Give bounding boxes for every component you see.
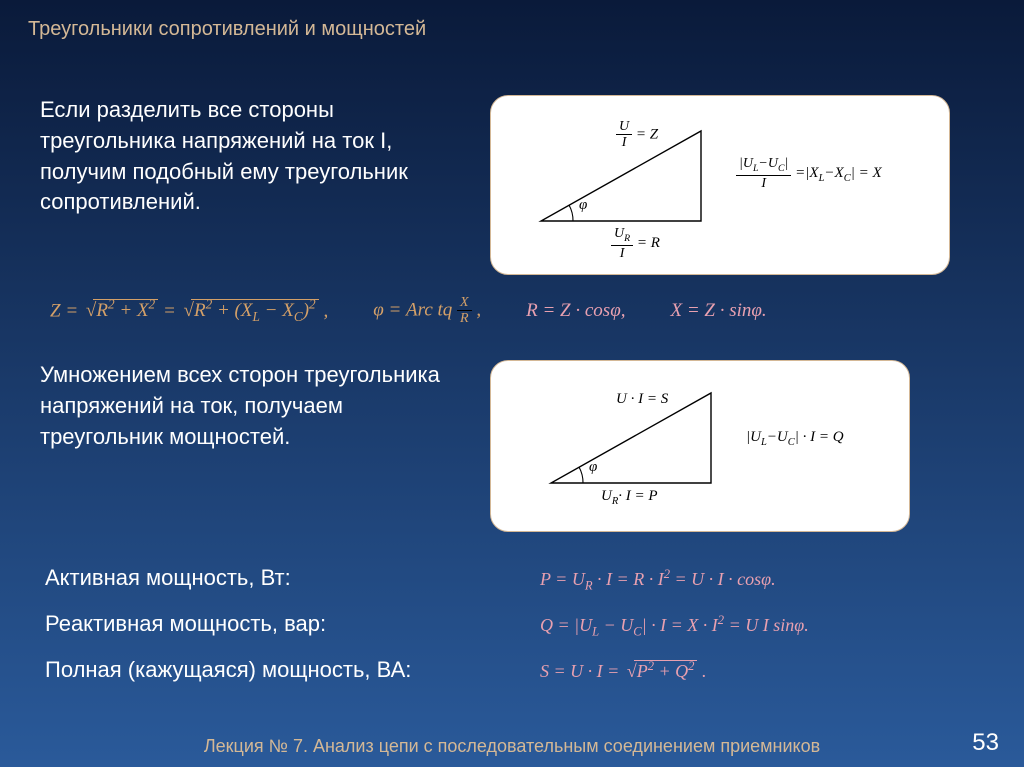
p-formula: P = UR · I = R · I2 = U · I · cosφ.: [540, 557, 809, 603]
phi-label: φ: [579, 197, 587, 214]
impedance-formulas-row: Z = R2 + X2 = R2 + (XL − XC)2 , φ = Arc …: [50, 295, 970, 327]
reactive-formula-label: |UL−UC| · I = Q: [746, 429, 844, 448]
power-hypotenuse-label: U · I = S: [616, 391, 668, 408]
impedance-description: Если разделить все стороны треугольника …: [40, 95, 460, 218]
z-formula: Z = R2 + X2 = R2 + (XL − XC)2 ,: [50, 297, 328, 325]
section-power: Умножением всех сторон треугольника напр…: [40, 360, 980, 532]
hypotenuse-label: UI = Z: [616, 119, 658, 151]
slide-footer: Лекция № 7. Анализ цепи с последовательн…: [0, 736, 1024, 757]
power-phi-label: φ: [589, 459, 597, 476]
r-formula: R = Z · cosφ,: [526, 300, 625, 322]
base-label: URI = R: [611, 226, 660, 261]
reactance-formula: |UL−UC| I =|XL−XC| = X: [736, 156, 882, 191]
power-base-label: UR· I = P: [601, 488, 658, 507]
power-description: Умножением всех сторон треугольника напр…: [40, 360, 460, 452]
apparent-power-label: Полная (кажущаяся) мощность, ВА:: [45, 647, 411, 693]
impedance-triangle: UI = Z URI = R φ: [531, 121, 711, 226]
power-labels-block: Активная мощность, Вт: Реактивная мощнос…: [45, 555, 411, 694]
power-formulas-block: P = UR · I = R · I2 = U · I · cosφ. Q = …: [540, 557, 809, 695]
slide-title: Треугольники сопротивлений и мощностей: [28, 18, 426, 41]
section-impedance: Если разделить все стороны треугольника …: [40, 95, 980, 275]
s-formula: S = U · I = P2 + Q2 .: [540, 649, 809, 695]
reactive-power-label: Реактивная мощность, вар:: [45, 601, 411, 647]
active-power-label: Активная мощность, Вт:: [45, 555, 411, 601]
impedance-triangle-box: UI = Z URI = R φ |UL−UC| I =|XL−XC| = X: [490, 95, 950, 275]
power-triangle-box: U · I = S UR· I = P φ |UL−UC| · I = Q: [490, 360, 910, 532]
power-triangle: U · I = S UR· I = P φ: [541, 383, 721, 488]
x-formula: X = Z · sinφ.: [670, 300, 766, 322]
phi-formula: φ = Arc tq XR ,: [373, 295, 481, 327]
page-number: 53: [972, 729, 999, 757]
q-formula: Q = |UL − UC| · I = X · I2 = U I sinφ.: [540, 603, 809, 649]
